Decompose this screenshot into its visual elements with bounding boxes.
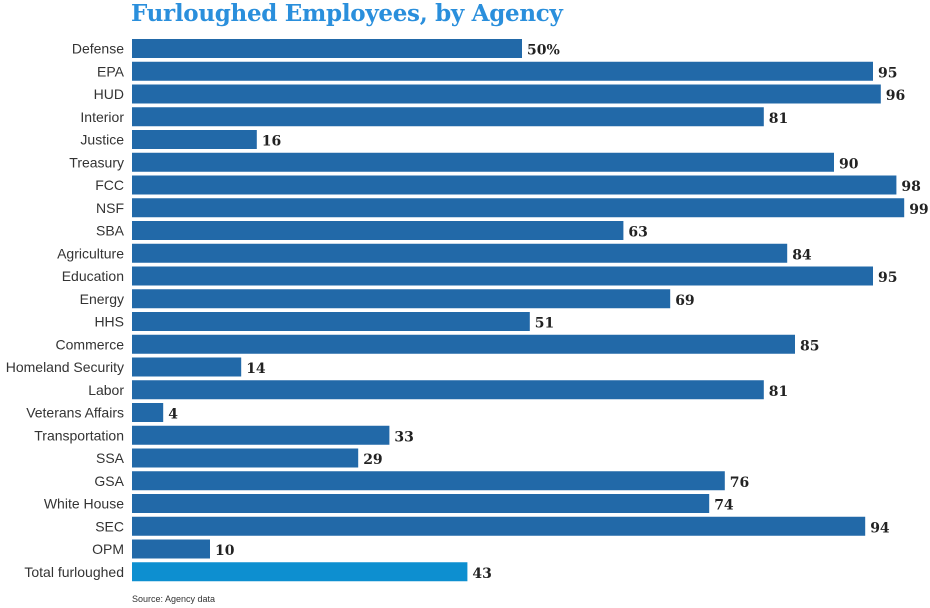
category-label: OPM [92, 541, 124, 557]
value-label: 14 [246, 361, 266, 377]
value-label: 95 [878, 270, 897, 286]
category-label: EPA [97, 63, 125, 79]
category-label: Commerce [56, 336, 125, 352]
category-label: SEC [95, 518, 124, 534]
value-label: 94 [870, 520, 890, 536]
bar [132, 471, 725, 491]
value-label: 85 [800, 338, 819, 354]
bar [132, 130, 257, 149]
bar [132, 380, 764, 400]
value-label: 10 [215, 543, 235, 559]
bar [132, 334, 795, 354]
bar [132, 448, 359, 468]
category-label: FCC [95, 177, 124, 193]
bar [132, 357, 242, 377]
value-label: 16 [262, 134, 281, 150]
bar [132, 312, 530, 331]
category-label: Labor [88, 382, 124, 398]
category-label: Defense [72, 41, 124, 57]
value-label: 50% [527, 43, 560, 59]
bar [132, 198, 905, 218]
category-label: Energy [80, 291, 124, 307]
bar [132, 425, 390, 445]
value-label: 43 [472, 566, 491, 582]
category-label: Veterans Affairs [26, 405, 124, 421]
bar [132, 39, 522, 58]
bar [132, 152, 834, 172]
bar [132, 243, 788, 263]
category-label: SSA [96, 450, 125, 466]
value-label: 4 [168, 407, 178, 423]
category-label: Education [62, 268, 124, 284]
category-label: HUD [94, 86, 124, 102]
bar [132, 221, 624, 240]
category-label: Transportation [34, 427, 124, 443]
value-label: 74 [714, 498, 734, 514]
bar [132, 107, 764, 127]
value-label: 98 [901, 179, 920, 195]
bar [132, 403, 164, 422]
value-label: 95 [878, 65, 897, 81]
bar [132, 61, 873, 81]
bar [132, 289, 671, 309]
category-label: Treasury [69, 154, 124, 170]
category-label: Agriculture [57, 245, 124, 261]
value-label: 29 [363, 452, 382, 468]
bar [132, 494, 710, 513]
value-label: 99 [909, 202, 928, 218]
category-label: NSF [96, 200, 124, 216]
value-label: 81 [769, 384, 788, 400]
chart-title: Furloughed Employees, by Agency [131, 0, 563, 27]
value-label: 69 [675, 293, 694, 309]
bar [132, 516, 866, 536]
value-label: 81 [769, 111, 788, 127]
value-label: 76 [730, 475, 749, 491]
bar [132, 84, 881, 104]
total-bar [132, 562, 468, 582]
bar [132, 539, 210, 559]
category-label: SBA [96, 223, 125, 239]
category-label: Interior [80, 109, 124, 125]
value-label: 51 [535, 316, 554, 332]
source-note: Source: Agency data [132, 594, 216, 604]
bar [132, 266, 873, 286]
value-label: 84 [792, 247, 812, 263]
value-label: 96 [886, 88, 905, 104]
category-label: White House [44, 496, 124, 512]
category-label: Total furloughed [24, 564, 124, 580]
value-label: 90 [839, 156, 859, 172]
category-label: Justice [80, 132, 124, 148]
category-label: GSA [94, 473, 124, 489]
category-label: HHS [94, 314, 124, 330]
value-label: 63 [628, 225, 647, 241]
value-label: 33 [394, 429, 413, 445]
bar [132, 175, 897, 195]
category-label: Homeland Security [6, 359, 124, 375]
